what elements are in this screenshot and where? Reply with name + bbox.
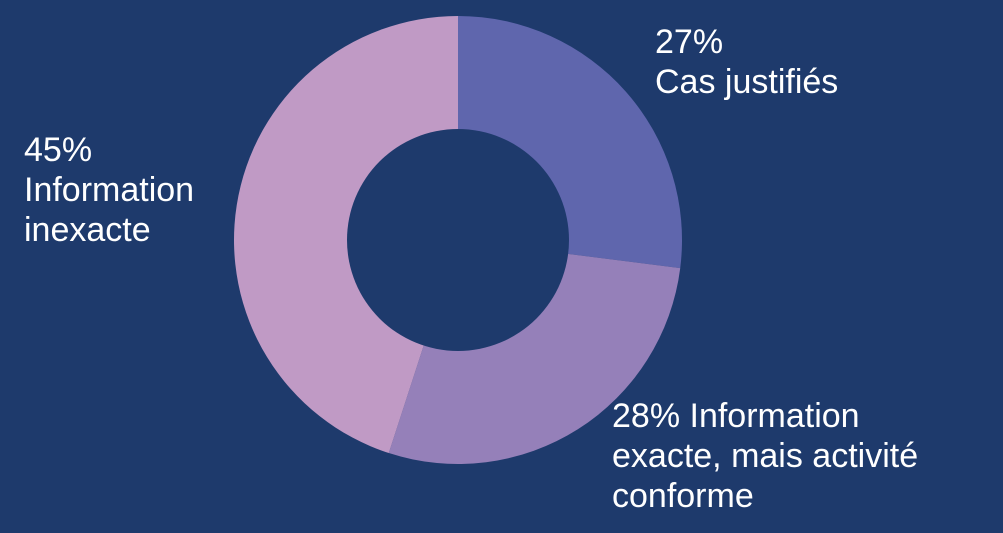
slice-information-inexacte bbox=[233, 16, 458, 454]
slice-label-line: 27% bbox=[655, 23, 724, 61]
slice-label-line: Cas justifiés bbox=[655, 63, 839, 101]
slice-label-line: exacte, mais activité bbox=[612, 437, 919, 475]
slice-label-line: 45% bbox=[24, 131, 93, 169]
slice-label-line: inexacte bbox=[24, 211, 151, 249]
donut-hole bbox=[347, 129, 569, 351]
slice-label-line: conforme bbox=[612, 477, 754, 515]
slice-label-information-inexacte: 45% Information inexacte bbox=[24, 130, 194, 250]
slice-label-cas-justifies: 27% Cas justifiés bbox=[655, 22, 838, 102]
slice-label-information-exacte: 28% Information exacte, mais activité co… bbox=[612, 396, 918, 516]
slice-label-line: Information bbox=[24, 171, 195, 209]
slice-label-line: 28% Information bbox=[612, 397, 860, 435]
